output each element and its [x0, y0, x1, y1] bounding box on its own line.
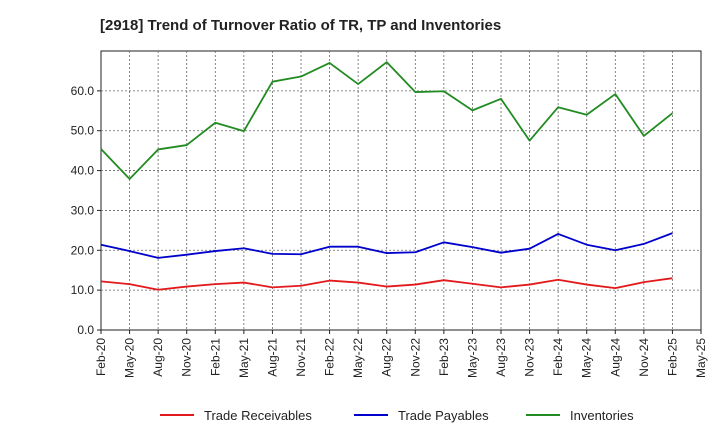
y-tick-label: 60.0: [71, 84, 95, 98]
x-axis-ticks: Feb-20 May-20 Aug-20 Nov-20 Feb-21 May-21 Aug-…: [94, 330, 708, 378]
x-tick-label: May-22: [351, 338, 365, 378]
x-tick-label: May-25: [694, 338, 708, 378]
x-tick-label: Nov-22: [408, 338, 422, 377]
x-tick-label: Feb-22: [323, 338, 337, 376]
y-axis-ticks: 0.0 10.0 20.0 30.0 40.0 50.0 60.0: [71, 84, 101, 337]
x-tick-label: Aug-22: [380, 338, 394, 377]
series-lines: [100, 61, 673, 291]
x-tick-label: Feb-23: [437, 338, 451, 376]
x-tick-label: Feb-20: [94, 338, 108, 376]
x-tick-label: Aug-20: [151, 338, 165, 377]
x-tick-label: May-20: [123, 338, 137, 378]
x-tick-label: Feb-24: [551, 338, 565, 376]
x-tick-label: May-24: [580, 338, 594, 378]
x-tick-label: May-23: [465, 338, 479, 378]
trade-payables-legend-label: Trade Payables: [398, 408, 489, 423]
y-tick-label: 30.0: [71, 203, 95, 217]
trade-payables-line: [100, 232, 673, 259]
x-tick-label: Aug-23: [494, 338, 508, 377]
trade-receivables-legend-label: Trade Receivables: [204, 408, 312, 423]
x-tick-label: Nov-20: [180, 338, 194, 377]
y-tick-label: 10.0: [71, 283, 95, 297]
plot-area: [100, 50, 702, 331]
x-tick-label: Aug-21: [265, 338, 279, 377]
y-tick-label: 40.0: [71, 164, 95, 178]
x-tick-label: Feb-21: [208, 338, 222, 376]
legend: Trade Receivables Trade Payables Inventori…: [160, 408, 634, 423]
x-tick-label: Nov-21: [294, 338, 308, 377]
x-tick-label: May-21: [237, 338, 251, 378]
inventories-line: [100, 61, 673, 180]
x-tick-label: Nov-24: [637, 338, 651, 377]
y-tick-label: 50.0: [71, 124, 95, 138]
y-tick-label: 0.0: [77, 323, 94, 337]
x-tick-label: Feb-25: [665, 338, 679, 376]
y-tick-label: 20.0: [71, 243, 95, 257]
inventories-legend-label: Inventories: [570, 408, 634, 423]
x-tick-label: Aug-24: [608, 338, 622, 377]
trade-receivables-line: [100, 277, 673, 291]
x-tick-label: Nov-23: [523, 338, 537, 377]
chart-title: [2918] Trend of Turnover Ratio of TR, TP…: [100, 17, 501, 34]
